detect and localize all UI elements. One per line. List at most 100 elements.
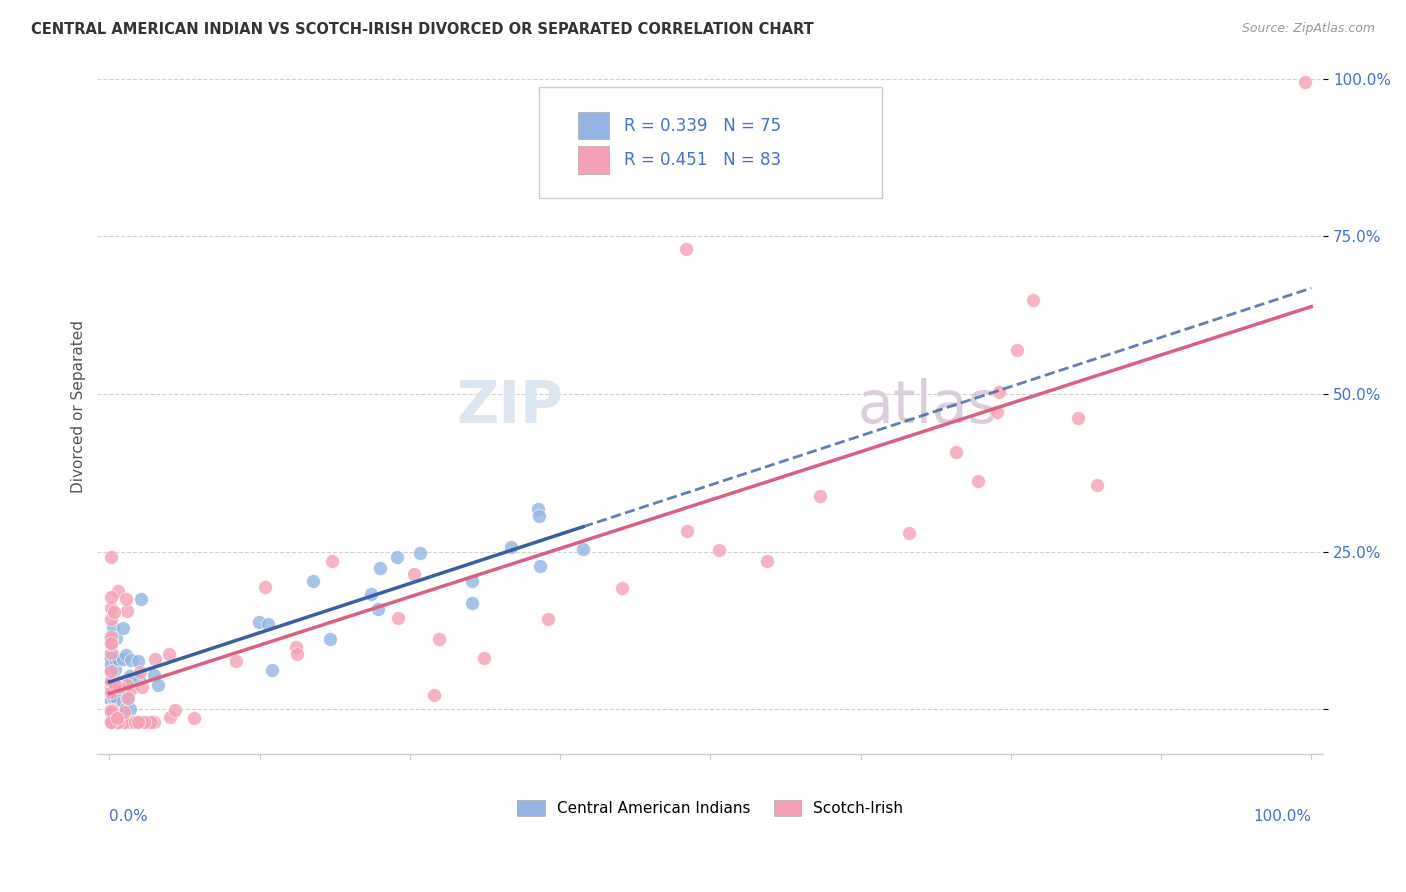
- Point: [100, 632, 122, 646]
- Point: [675, 242, 697, 256]
- Point: [100, 657, 122, 672]
- Point: [159, 710, 181, 724]
- Point: [100, 675, 122, 690]
- Point: [111, 695, 134, 709]
- Point: [124, 714, 146, 729]
- Point: [132, 714, 155, 729]
- Point: [100, 714, 122, 729]
- Point: [1085, 478, 1108, 492]
- Point: [360, 587, 382, 601]
- Point: [143, 668, 166, 682]
- Text: R = 0.451   N = 83: R = 0.451 N = 83: [624, 152, 782, 169]
- Text: 100.0%: 100.0%: [1253, 809, 1312, 824]
- Text: atlas: atlas: [858, 378, 998, 435]
- Point: [945, 444, 967, 458]
- Point: [100, 702, 122, 716]
- Point: [100, 688, 122, 702]
- Point: [100, 590, 122, 604]
- Point: [100, 688, 122, 702]
- Point: [254, 580, 277, 594]
- Text: R = 0.339   N = 75: R = 0.339 N = 75: [624, 117, 782, 135]
- Point: [143, 652, 166, 666]
- Point: [100, 630, 122, 644]
- Text: ZIP: ZIP: [457, 378, 564, 435]
- Point: [529, 508, 551, 523]
- Point: [100, 665, 122, 679]
- FancyBboxPatch shape: [578, 112, 609, 139]
- Point: [1067, 411, 1090, 425]
- Point: [127, 654, 149, 668]
- Point: [301, 574, 323, 588]
- Point: [100, 689, 122, 703]
- Point: [427, 632, 450, 646]
- Point: [100, 628, 122, 642]
- Legend: Central American Indians, Scotch-Irish: Central American Indians, Scotch-Irish: [512, 794, 910, 822]
- Point: [101, 620, 124, 634]
- Point: [100, 651, 122, 665]
- Point: [100, 680, 122, 694]
- Point: [423, 688, 446, 702]
- Point: [537, 612, 560, 626]
- Point: [104, 695, 127, 709]
- Point: [128, 672, 150, 686]
- Point: [100, 651, 122, 665]
- Point: [120, 702, 142, 716]
- Point: [367, 602, 389, 616]
- Point: [100, 636, 122, 650]
- Point: [138, 714, 160, 729]
- FancyBboxPatch shape: [578, 146, 609, 174]
- Point: [100, 706, 122, 721]
- Point: [129, 665, 152, 680]
- Point: [100, 702, 122, 716]
- Text: 0.0%: 0.0%: [110, 809, 148, 824]
- Point: [107, 702, 129, 716]
- Point: [101, 683, 124, 698]
- Point: [100, 703, 122, 717]
- Point: [387, 611, 409, 625]
- Point: [262, 663, 284, 677]
- Point: [100, 674, 122, 689]
- Point: [157, 647, 180, 661]
- Point: [120, 714, 142, 729]
- Point: [100, 702, 122, 716]
- Point: [127, 714, 149, 729]
- Point: [100, 702, 122, 716]
- Point: [256, 617, 278, 632]
- Point: [101, 702, 124, 716]
- Point: [100, 714, 122, 729]
- Point: [100, 549, 122, 564]
- Point: [100, 637, 122, 651]
- Point: [461, 596, 484, 610]
- Point: [676, 524, 699, 539]
- Point: [100, 702, 122, 716]
- Point: [112, 714, 135, 729]
- Point: [572, 542, 595, 557]
- Point: [108, 681, 131, 695]
- Point: [100, 714, 122, 729]
- Point: [100, 680, 122, 694]
- Point: [100, 646, 122, 660]
- Point: [101, 676, 124, 690]
- Point: [114, 702, 136, 716]
- Point: [100, 685, 122, 699]
- Point: [104, 678, 127, 692]
- Point: [368, 561, 391, 575]
- Point: [108, 714, 131, 729]
- Point: [107, 652, 129, 666]
- Point: [101, 702, 124, 716]
- Text: Source: ZipAtlas.com: Source: ZipAtlas.com: [1241, 22, 1375, 36]
- Point: [107, 584, 129, 599]
- Point: [529, 559, 551, 574]
- Point: [808, 489, 831, 503]
- Point: [129, 592, 152, 607]
- Point: [103, 709, 125, 723]
- Point: [104, 714, 127, 729]
- Point: [472, 651, 495, 665]
- Point: [104, 652, 127, 666]
- Point: [612, 581, 634, 595]
- Point: [112, 706, 135, 720]
- Point: [1022, 293, 1045, 307]
- Point: [120, 653, 142, 667]
- Point: [409, 546, 432, 560]
- Point: [100, 601, 122, 615]
